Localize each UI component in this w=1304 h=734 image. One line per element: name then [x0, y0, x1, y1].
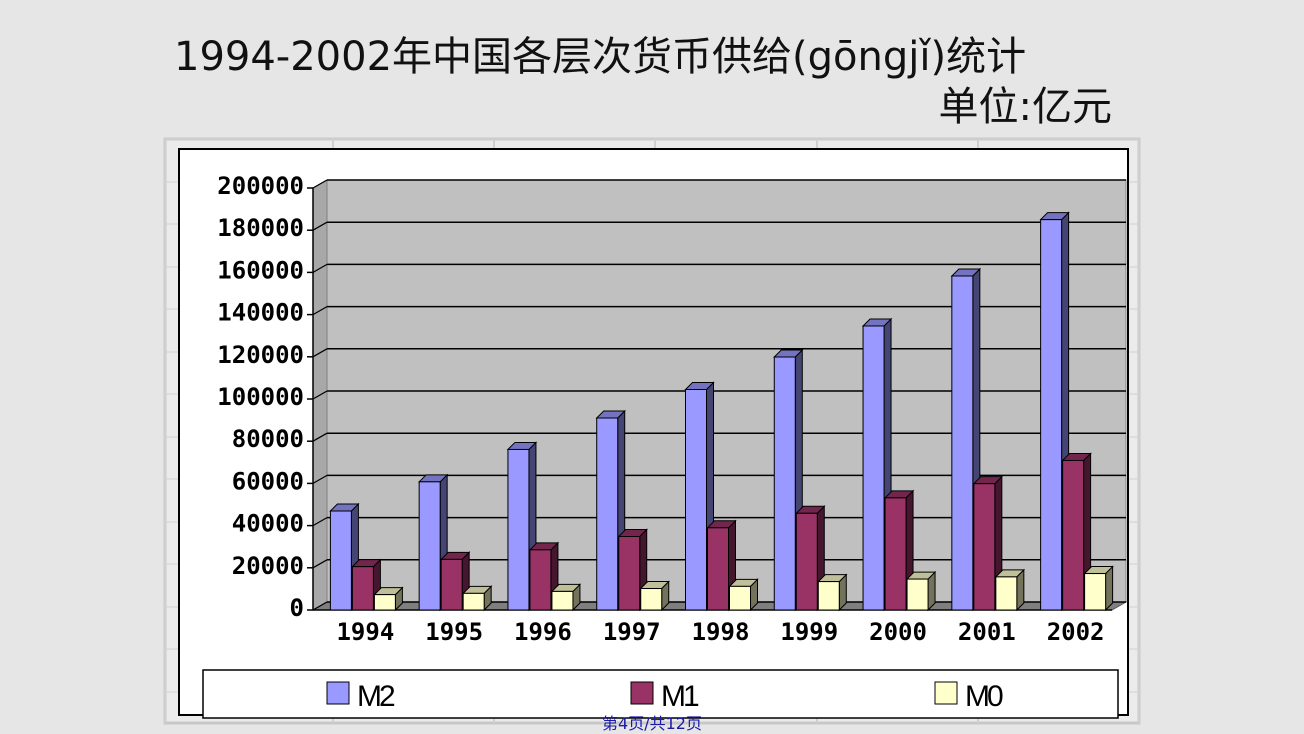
x-tick-label: 2002 [1047, 618, 1105, 646]
x-tick-label: 1998 [692, 618, 750, 646]
bar-front [906, 578, 929, 611]
gridline-side [312, 559, 328, 569]
bar-front [640, 588, 663, 611]
y-tick-label: 100000 [217, 383, 304, 411]
y-tick-label: 0 [290, 594, 304, 622]
bar-m1-1995 [439, 551, 471, 612]
legend-label-m0: M0 [965, 680, 1003, 713]
bar-m0-2002 [1083, 565, 1114, 612]
gridline-side [312, 179, 328, 189]
bar-front [1084, 573, 1107, 611]
y-tick-label: 20000 [232, 552, 304, 580]
bar-front [884, 497, 907, 611]
legend-label-m2: M2 [357, 680, 395, 713]
x-tick-label: 2000 [869, 618, 927, 646]
legend-swatch-m0 [934, 681, 958, 705]
x-tick-label: 1995 [425, 618, 483, 646]
bar-front [507, 448, 530, 611]
x-tick-label: 1994 [336, 618, 394, 646]
bar-front [973, 483, 996, 611]
bar-m0-1996 [550, 583, 582, 612]
bar-front [596, 417, 619, 611]
gridline-side [312, 221, 328, 231]
bar-m0-1998 [728, 578, 759, 612]
legend-label-m1: M1 [661, 680, 699, 713]
bar-front [773, 356, 796, 611]
bar-m0-1997 [639, 580, 670, 612]
y-tick-label: 160000 [217, 256, 304, 284]
chart-unit-label: 单位:亿元 [938, 84, 1112, 130]
bar-front [351, 566, 374, 611]
legend-swatch-m2 [326, 681, 350, 705]
bar-front [1062, 459, 1085, 611]
gridline-side [312, 474, 328, 484]
x-tick-label: 1997 [603, 618, 661, 646]
gridline-side [312, 390, 328, 400]
bar-m0-2001 [994, 568, 1026, 612]
bar-front [685, 389, 707, 611]
bar-front [951, 275, 974, 611]
legend-swatch-m1 [630, 681, 654, 705]
bar-m0-2000 [905, 570, 937, 612]
gridline-side [312, 263, 328, 273]
bar-front [462, 592, 485, 611]
bar-m0-1994 [373, 586, 404, 612]
bar-front [795, 512, 818, 611]
bar-front [618, 536, 641, 611]
y-tick-label: 80000 [232, 425, 304, 453]
gridline-side [312, 517, 328, 527]
bar-m0-1999 [817, 573, 848, 612]
bar-front [862, 325, 885, 611]
y-tick-label: 140000 [217, 299, 304, 327]
gridline-side [312, 601, 328, 611]
x-tick-label: 1999 [780, 618, 838, 646]
bar-front [373, 594, 396, 611]
gridline-side [312, 348, 328, 358]
bar-m0-1995 [461, 585, 493, 612]
gridline-side [312, 306, 328, 316]
bar-front [418, 481, 441, 611]
bar-front [817, 581, 840, 611]
y-tick-label: 120000 [217, 341, 304, 369]
y-tick-label: 180000 [217, 214, 304, 242]
bar-front [529, 549, 552, 611]
y-tick-label: 60000 [232, 467, 304, 495]
bar-front [440, 558, 463, 611]
x-tick-label: 1996 [514, 618, 572, 646]
bar-front [1040, 219, 1063, 611]
bar-front [995, 576, 1018, 611]
bar-front [551, 590, 574, 611]
bar-front [329, 510, 352, 611]
chart-title: 1994-2002年中国各层次货币供给(gōngjǐ)统计 [174, 34, 1027, 80]
gridline-side [312, 432, 328, 442]
legend-box [202, 669, 1119, 719]
y-tick-label: 40000 [232, 510, 304, 538]
bar-front [729, 585, 751, 611]
x-tick-label: 2001 [958, 618, 1016, 646]
y-tick-label: 200000 [217, 172, 304, 200]
page-footer: 第4页/共12页 [602, 714, 702, 733]
bar-front [707, 527, 729, 611]
